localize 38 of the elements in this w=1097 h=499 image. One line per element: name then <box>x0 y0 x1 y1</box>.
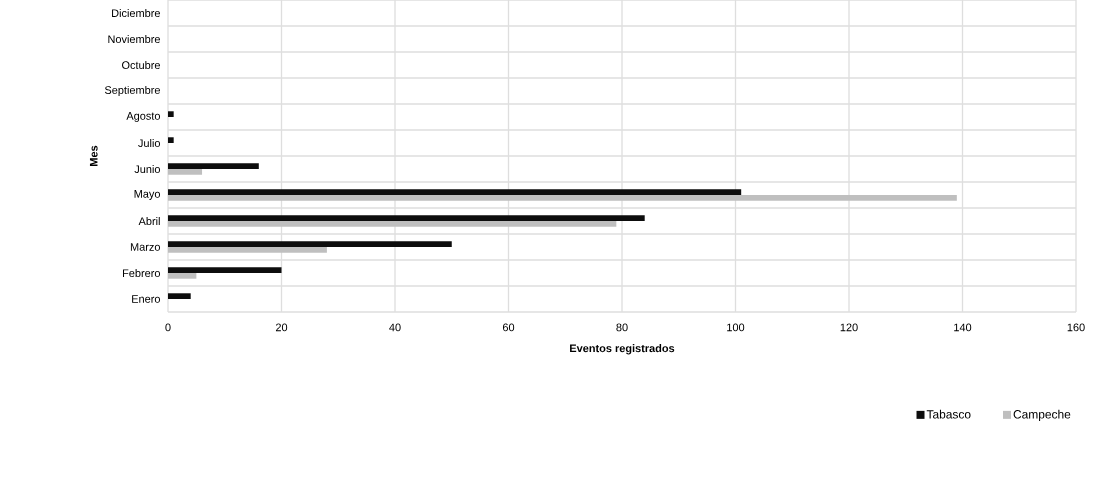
bar <box>168 111 174 117</box>
y-tick-label: Septiembre <box>104 85 160 97</box>
x-tick-label: 100 <box>727 323 745 332</box>
bar <box>168 221 617 227</box>
legend-label: Tabasco <box>926 409 971 419</box>
x-tick-label: 140 <box>954 323 972 332</box>
y-tick-label: Abril <box>138 216 160 226</box>
x-tick-label: 40 <box>389 323 401 332</box>
x-tick-label: 80 <box>616 323 628 332</box>
x-tick-label: 20 <box>275 323 288 332</box>
bar <box>168 247 327 253</box>
y-tick-label: Febrero <box>123 268 160 278</box>
y-tick-label: Agosto <box>126 112 161 122</box>
y-tick-label: Diciembre <box>112 8 160 18</box>
bar <box>168 163 259 169</box>
bar <box>168 273 197 279</box>
y-tick-label: Marzo <box>130 243 161 251</box>
bar <box>168 267 282 273</box>
bar <box>168 195 957 201</box>
x-tick-label: 160 <box>1067 323 1085 332</box>
bar <box>168 215 645 221</box>
legend-label: Campeche <box>1013 409 1071 421</box>
y-tick-label: Junio <box>134 164 160 174</box>
y-tick-label: Noviembre <box>108 34 160 44</box>
bar <box>168 293 191 299</box>
x-tick-label: 60 <box>502 323 515 332</box>
y-tick-label: Octubre <box>122 60 160 70</box>
y-tick-label: Enero <box>132 295 160 303</box>
y-axis-title: Mes <box>89 145 98 166</box>
bar <box>168 169 203 175</box>
bar <box>168 241 452 247</box>
bar <box>168 189 742 195</box>
y-tick-label: Julio <box>138 138 160 148</box>
x-axis-title: Eventos registrados <box>570 344 675 355</box>
bar <box>168 137 174 143</box>
x-tick-label: 120 <box>840 323 858 332</box>
x-tick-label: 0 <box>165 323 171 332</box>
y-tick-label: Mayo <box>134 190 161 200</box>
